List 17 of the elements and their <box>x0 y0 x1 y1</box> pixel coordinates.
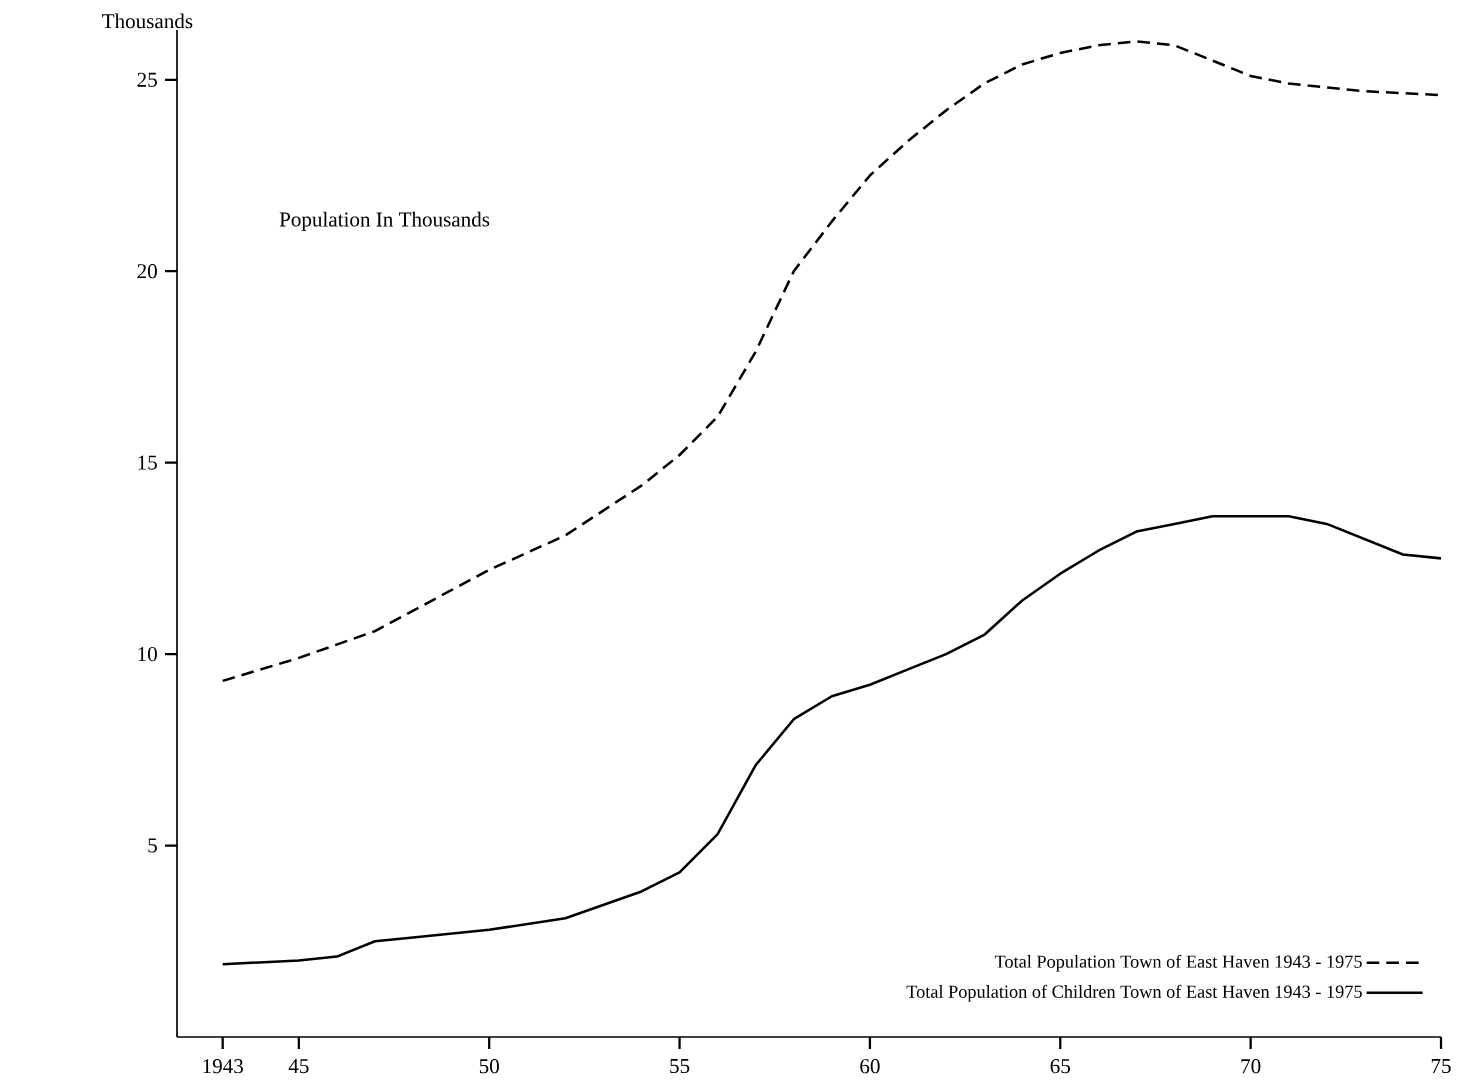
x-tick-label: 65 <box>1050 1059 1070 1074</box>
x-tick-label: 55 <box>670 1059 690 1074</box>
y-tick-label: 5 <box>148 838 157 853</box>
x-tick-label: 50 <box>479 1059 499 1074</box>
annotation: Population In Thousands <box>279 211 490 231</box>
y-tick-label: 10 <box>138 646 157 662</box>
legend-label: Total Population of Children Town of East Haven 1943 - 1975 <box>906 984 1362 1002</box>
y-tick-label: 25 <box>137 72 157 87</box>
legend-label: Total Population Town of East Haven 1943 - 1975 <box>994 954 1362 972</box>
y-tick-label: 20 <box>137 264 157 279</box>
x-tick-label: 45 <box>288 1059 309 1074</box>
x-tick-label: 60 <box>860 1059 880 1074</box>
x-tick-label: 75 <box>1431 1059 1451 1074</box>
x-tick-label: 1943 <box>203 1059 243 1074</box>
y-axis-title: Thousands <box>102 13 193 29</box>
x-tick-label: 70 <box>1241 1059 1261 1074</box>
y-tick-label: 15 <box>138 455 157 470</box>
